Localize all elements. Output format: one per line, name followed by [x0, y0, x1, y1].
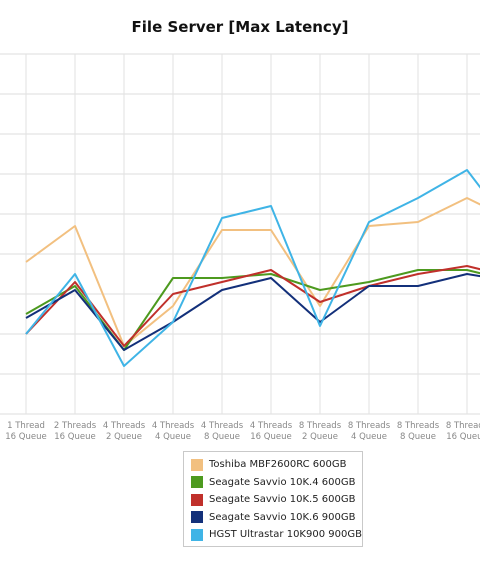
x-tick-label-line2: 8 Queue: [204, 432, 240, 442]
x-tick-label-line2: 8 Queue: [400, 432, 436, 442]
legend-swatch: [191, 476, 203, 489]
chart-title: File Server [Max Latency]: [131, 18, 349, 36]
x-tick-label-line1: 4 Threads: [152, 421, 195, 431]
x-tick-label: 8 Threads 4 Queue: [348, 421, 391, 442]
legend-swatch: [191, 528, 203, 541]
legend-item: Seagate Savvio 10K.6 900GB: [191, 509, 362, 527]
series-line-1: [25, 197, 480, 347]
x-tick-label-line1: 4 Threads: [250, 421, 293, 431]
x-tick-label-line1: 8 Threads: [397, 421, 440, 431]
x-tick-label: 4 Threads 8 Queue: [201, 421, 244, 442]
x-tick-label: 4 Threads 16 Queue: [250, 421, 293, 442]
legend-item: Seagate Savvio 10K.4 600GB: [191, 474, 362, 492]
x-tick-label: 4 Threads 2 Queue: [103, 421, 146, 442]
x-tick-label-line2: 4 Queue: [351, 432, 387, 442]
x-tick-label-line1: 8 Threads: [446, 421, 480, 431]
legend-item: Toshiba MBF2600RC 600GB: [191, 456, 362, 474]
legend-item: HGST Ultrastar 10K900 900GB: [191, 526, 362, 544]
x-tick-label-line2: 16 Queue: [446, 432, 480, 442]
x-tick-label-line2: 2 Queue: [302, 432, 338, 442]
x-tick-label-line1: 2 Threads: [54, 421, 97, 431]
x-tick-label-line2: 16 Queue: [5, 432, 46, 442]
legend-label: Toshiba MBF2600RC 600GB: [209, 459, 347, 471]
x-tick-label-line1: 8 Threads: [348, 421, 391, 431]
x-tick-label-line2: 16 Queue: [250, 432, 291, 442]
x-tick-label: 4 Threads 4 Queue: [152, 421, 195, 442]
x-tick-label-line2: 16 Queue: [54, 432, 95, 442]
legend-swatch: [191, 458, 203, 471]
x-tick-label-line1: 4 Threads: [201, 421, 244, 431]
x-tick-label-line1: 1 Thread: [7, 421, 45, 431]
legend-swatch: [191, 511, 203, 524]
grid: [0, 53, 480, 415]
x-tick-label: 2 Threads 16 Queue: [54, 421, 97, 442]
x-tick-label: 8 Threads 8 Queue: [397, 421, 440, 442]
series-line-5: [25, 169, 480, 367]
series-line-4: [25, 273, 480, 351]
x-tick-label-line1: 4 Threads: [103, 421, 146, 431]
legend: Toshiba MBF2600RC 600GB Seagate Savvio 10…: [183, 451, 363, 547]
legend-label: Seagate Savvio 10K.5 600GB: [209, 494, 356, 506]
series-lines: [25, 169, 480, 367]
legend-item: Seagate Savvio 10K.5 600GB: [191, 491, 362, 509]
x-tick-label: 8 Threads 2 Queue: [299, 421, 342, 442]
series-line-3: [25, 265, 480, 347]
x-tick-label-line1: 8 Threads: [299, 421, 342, 431]
legend-label: HGST Ultrastar 10K900 900GB: [209, 529, 362, 541]
x-tick-label-line2: 4 Queue: [155, 432, 191, 442]
legend-label: Seagate Savvio 10K.4 600GB: [209, 476, 356, 488]
x-tick-label: 1 Thread 16 Queue: [5, 421, 46, 442]
x-tick-label-line2: 2 Queue: [106, 432, 142, 442]
legend-label: Seagate Savvio 10K.6 900GB: [209, 511, 356, 523]
legend-swatch: [191, 493, 203, 506]
